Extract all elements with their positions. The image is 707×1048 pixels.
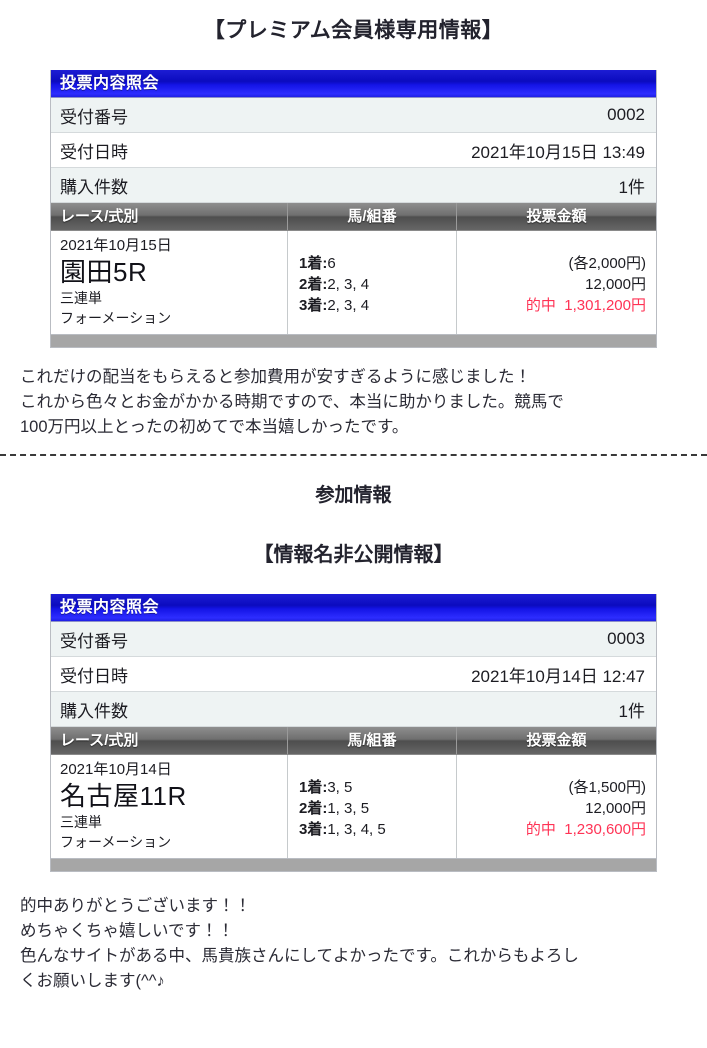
info-value: 1件 (618, 701, 645, 721)
info-label: 受付番号 (60, 107, 128, 127)
rank-values: 1, 3, 4, 5 (327, 821, 386, 838)
column-header-race: レース/式別 (60, 732, 139, 749)
column-header-number: 馬/組番 (287, 203, 456, 230)
rank-label: 3着: (299, 821, 328, 838)
info-label: 購入件数 (60, 701, 128, 721)
number-line: 3着:1, 3, 4, 5 (299, 819, 456, 840)
spacer (0, 570, 707, 594)
unit-amount: (各2,000円) (568, 255, 646, 272)
table-row: 2021年10月15日 園田5R 三連単 フォーメーション 1着:6 2着:2,… (51, 231, 656, 334)
table-row: 2021年10月14日 名古屋11R 三連単 フォーメーション 1着:3, 5 … (51, 755, 656, 858)
rank-label: 3着: (299, 297, 328, 314)
bet-form: フォーメーション (60, 310, 172, 326)
info-label: 受付日時 (60, 666, 128, 686)
info-value: 2021年10月15日 13:49 (471, 142, 645, 162)
info-row: 受付日時 2021年10月14日 12:47 (51, 657, 656, 692)
info-value: 0002 (607, 105, 645, 124)
cell-amount: (各1,500円) 12,000円 的中 1,230,600円 (456, 755, 656, 858)
info-row: 購入件数 1件 (51, 692, 656, 727)
cell-amount: (各2,000円) 12,000円 的中 1,301,200円 (456, 231, 656, 334)
cell-numbers: 1着:6 2着:2, 3, 4 3着:2, 3, 4 (287, 231, 456, 334)
ticket-card-2: 投票内容照会 受付番号 0003 受付日時 2021年10月14日 12:47 … (50, 594, 657, 872)
cell-race: 2021年10月15日 園田5R 三連単 フォーメーション (51, 231, 287, 334)
rank-label: 1着: (299, 255, 328, 272)
total-amount: 12,000円 (585, 276, 646, 293)
column-header-amount: 投票金額 (456, 203, 656, 230)
section-heading: 参加情報 (315, 485, 392, 506)
testimonial-line: これから色々とお金がかかる時期ですので、本当に助かりました。競馬で (20, 393, 564, 411)
race-name: 名古屋11R (60, 781, 187, 811)
cell-numbers: 1着:3, 5 2着:1, 3, 5 3着:1, 3, 4, 5 (287, 755, 456, 858)
ticket-title-bar: 投票内容照会 (51, 594, 656, 622)
ticket-card-1: 投票内容照会 受付番号 0002 受付日時 2021年10月15日 13:49 … (50, 70, 657, 348)
info-value: 2021年10月14日 12:47 (471, 666, 645, 686)
spacer (0, 46, 707, 70)
rank-values: 3, 5 (327, 779, 353, 796)
testimonial-line: めちゃくちゃ嬉しいです！！ (20, 922, 235, 940)
bet-type: 三連単 (60, 814, 102, 830)
info-label: 購入件数 (60, 177, 128, 197)
hit-value: 1,301,200円 (564, 297, 646, 314)
info-value: 1件 (618, 177, 645, 197)
hit-amount: 的中 1,301,200円 (457, 295, 646, 316)
info-label: 受付日時 (60, 142, 128, 162)
rank-label: 2着: (299, 800, 328, 817)
info-label: 受付番号 (60, 631, 128, 651)
column-header-number: 馬/組番 (287, 727, 456, 754)
infoname-heading: 【情報名非公開情報】 (253, 544, 454, 566)
testimonial-line: 100万円以上とったの初めてで本当嬉しかったです。 (20, 418, 409, 436)
hit-label: 的中 (525, 297, 556, 314)
number-line: 1着:6 (299, 253, 456, 274)
spacer (0, 456, 707, 482)
bet-type: 三連単 (60, 290, 102, 306)
total-amount: 12,000円 (585, 800, 646, 817)
unit-amount: (各1,500円) (568, 779, 646, 796)
testimonial-line: 的中ありがとうございます！！ (20, 897, 251, 915)
number-line: 3着:2, 3, 4 (299, 295, 456, 316)
number-line: 2着:2, 3, 4 (299, 274, 456, 295)
page-root: 【プレミアム会員様専用情報】 投票内容照会 受付番号 0002 受付日時 202… (0, 19, 707, 994)
info-row: 購入件数 1件 (51, 168, 656, 203)
cell-race: 2021年10月14日 名古屋11R 三連単 フォーメーション (51, 755, 287, 858)
hit-value: 1,230,600円 (564, 821, 646, 838)
bet-form: フォーメーション (60, 834, 172, 850)
spacer (0, 872, 707, 894)
race-name: 園田5R (60, 257, 148, 287)
hit-amount: 的中 1,230,600円 (457, 819, 646, 840)
testimonial-2: 的中ありがとうございます！！ めちゃくちゃ嬉しいです！！ 色んなサイトがある中、… (0, 894, 707, 994)
info-value: 0003 (607, 629, 645, 648)
rank-values: 6 (327, 255, 336, 272)
rank-label: 2着: (299, 276, 328, 293)
testimonial-line: これだけの配当をもらえると参加費用が安すぎるように感じました！ (20, 368, 532, 386)
testimonial-line: くお願いします(^^♪ (20, 972, 165, 990)
spacer (0, 348, 707, 365)
rank-values: 2, 3, 4 (327, 297, 370, 314)
info-row: 受付日時 2021年10月15日 13:49 (51, 133, 656, 168)
rank-values: 1, 3, 5 (327, 800, 370, 817)
hit-label: 的中 (525, 821, 556, 838)
testimonial-line: 色んなサイトがある中、馬貴族さんにしてよかったです。これからもよろし (20, 947, 579, 965)
section-divider (0, 454, 707, 456)
number-line: 2着:1, 3, 5 (299, 798, 456, 819)
info-row: 受付番号 0003 (51, 622, 656, 657)
number-line: 1着:3, 5 (299, 777, 456, 798)
testimonial-1: これだけの配当をもらえると参加費用が安すぎるように感じました！ これから色々とお… (0, 365, 707, 440)
rank-values: 2, 3, 4 (327, 276, 370, 293)
premium-heading: 【プレミアム会員様専用情報】 (203, 19, 504, 42)
column-header-race: レース/式別 (60, 208, 139, 225)
ticket-footer-strip (51, 858, 656, 871)
spacer (0, 440, 707, 454)
ticket-title-bar: 投票内容照会 (51, 70, 656, 98)
race-date: 2021年10月14日 (60, 761, 172, 778)
table-column-header: レース/式別 馬/組番 投票金額 (51, 203, 656, 231)
rank-label: 1着: (299, 779, 328, 796)
race-date: 2021年10月15日 (60, 237, 172, 254)
column-header-amount: 投票金額 (456, 727, 656, 754)
table-column-header: レース/式別 馬/組番 投票金額 (51, 727, 656, 755)
info-row: 受付番号 0002 (51, 98, 656, 133)
ticket-footer-strip (51, 334, 656, 347)
spacer (0, 510, 707, 540)
